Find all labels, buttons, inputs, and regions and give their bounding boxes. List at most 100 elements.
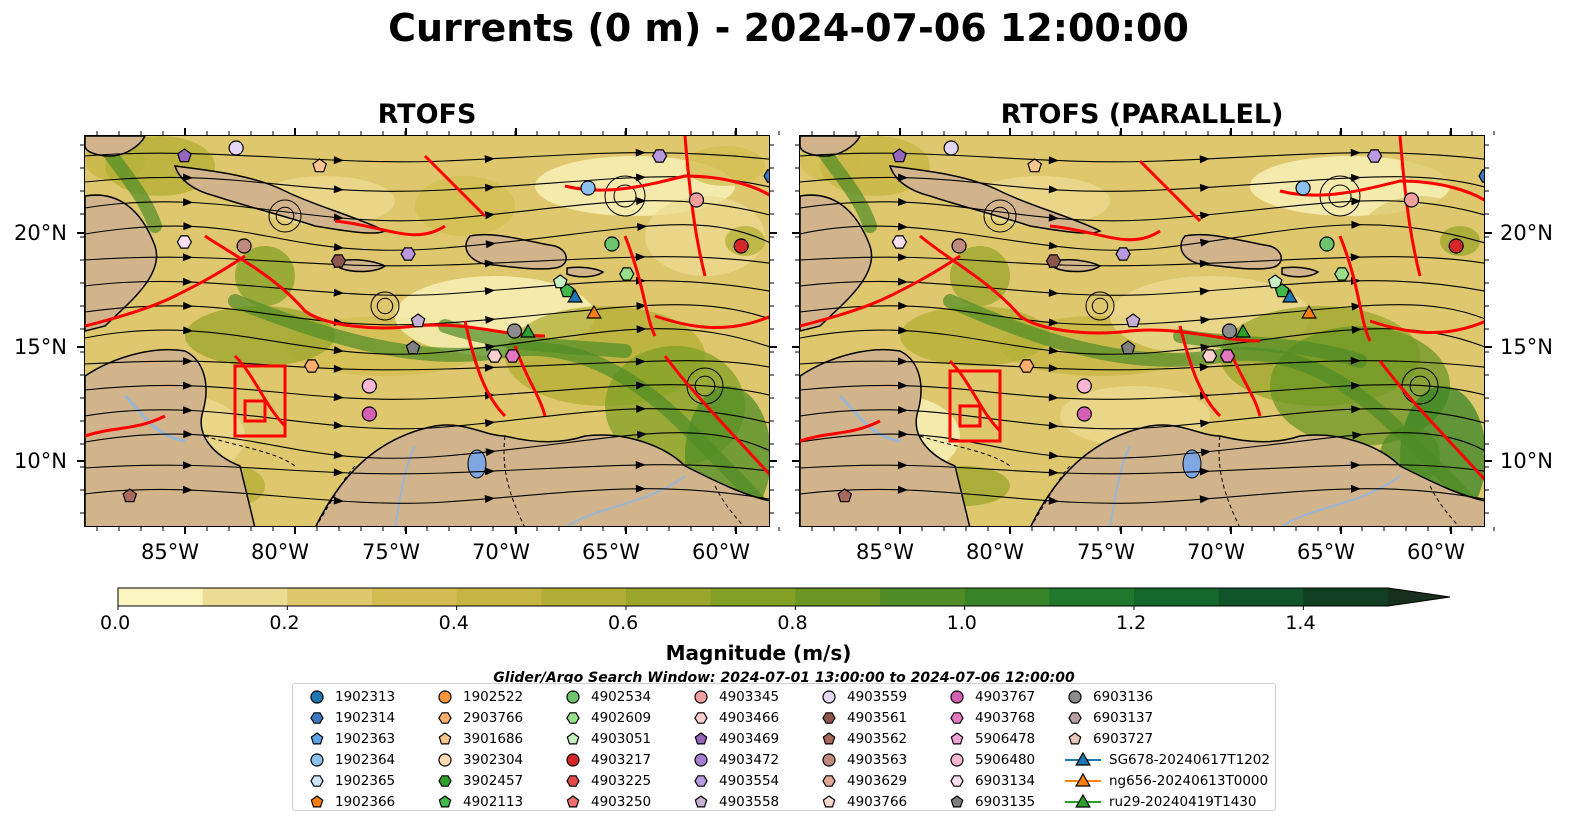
legend-marker [1068, 712, 1082, 724]
legend-item: 1902363 [305, 729, 395, 749]
streamline-arrow [897, 277, 908, 286]
streamline-arrow [1048, 364, 1059, 373]
legend-marker [950, 795, 964, 808]
glider-marker [586, 304, 602, 319]
lat-label-10n-left: 10°N [14, 449, 67, 473]
colorbar-segment [1134, 588, 1220, 606]
lon-label-80w-left: 80°W [251, 540, 309, 564]
float-marker [506, 323, 523, 339]
legend-marker-circle-icon [1068, 690, 1082, 704]
legend-item: 5906480 [945, 750, 1035, 770]
legend-label: 4903562 [847, 731, 908, 747]
legend-marker-circle-icon [310, 690, 324, 704]
legend-marker [438, 775, 452, 787]
legend-marker-hexagon-icon [950, 775, 964, 787]
legend-marker [950, 712, 964, 724]
colorbar-segment [541, 588, 627, 606]
legend-marker-circle-icon [694, 690, 708, 704]
legend-marker [566, 732, 580, 745]
streamline-arrow [182, 173, 194, 182]
streamline-arrow [485, 448, 496, 457]
streamline [800, 432, 1484, 459]
panel-title-rtofs-parallel: RTOFS (PARALLEL) [1000, 99, 1284, 130]
legend-item: 4903472 [689, 750, 779, 770]
legend-marker [694, 795, 708, 808]
glider-marker [567, 288, 583, 303]
colorbar-tick-label: 0.8 [777, 612, 808, 634]
land-mass [1281, 266, 1320, 278]
float-marker [1045, 254, 1062, 268]
eez-boundary [1279, 179, 1484, 202]
legend-marker [438, 795, 452, 808]
country-border [1218, 435, 1240, 526]
legend-marker-pentagon-icon [438, 732, 452, 745]
eez-boundary [334, 219, 446, 237]
float-marker [1027, 158, 1043, 173]
streamline [800, 488, 1484, 504]
streamline-arrow [1048, 288, 1059, 297]
river [394, 445, 416, 526]
streamline-arrow [183, 301, 194, 310]
legend-marker-circle-icon [310, 753, 324, 767]
legend-marker-pentagon-icon [310, 795, 324, 808]
legend-marker-pentagon-icon [822, 795, 836, 808]
float-marker [1334, 267, 1350, 281]
colorbar-outline [117, 587, 1451, 607]
legend-marker-hexagon-icon [822, 775, 836, 787]
streamline-arrow [897, 253, 908, 262]
legend-item: 1902364 [305, 750, 395, 770]
float-marker [951, 238, 967, 254]
search-window-text: Glider/Argo Search Window: 2024-07-01 13… [493, 670, 1075, 686]
legend-marker-circle-icon [822, 690, 836, 704]
streamline-arrow [182, 381, 194, 390]
currents-map-rtofs-parallel [800, 136, 1484, 526]
float-marker [176, 235, 193, 249]
colorbar-segment [372, 588, 458, 606]
streamline-arrow [1048, 241, 1059, 250]
streamline-arrow [635, 148, 646, 157]
float-marker [122, 488, 138, 503]
eddy [376, 297, 394, 315]
streamline-arrow [333, 156, 344, 165]
river [123, 394, 186, 443]
legend-marker-hexagon-icon [310, 775, 324, 787]
streamline-arrow [484, 467, 495, 476]
streamline [800, 384, 1484, 400]
river [566, 475, 686, 526]
float-marker [1267, 274, 1283, 289]
streamline-arrow [1350, 356, 1361, 365]
streamline-arrow [182, 406, 194, 415]
float-marker [1366, 149, 1383, 163]
streamline-arrow [637, 222, 648, 231]
legend-label: 4903250 [591, 794, 652, 810]
streamline [85, 328, 769, 355]
lat-label-20n-left: 20°N [14, 221, 67, 245]
float-marker [1201, 349, 1218, 363]
legend-label: 4903558 [719, 794, 780, 810]
legend-marker-circle-icon [694, 753, 708, 767]
land-mass [85, 136, 146, 157]
colorbar-segment [1218, 588, 1304, 606]
eez-boundary [1369, 319, 1484, 335]
legend-label: 4903217 [591, 752, 652, 768]
float-marker [236, 238, 252, 254]
lon-label-75w-right: 75°W [1077, 540, 1135, 564]
float-marker [1115, 247, 1131, 261]
streamline-arrow [897, 461, 908, 470]
legend-marker-hexagon-icon [950, 712, 964, 724]
legend-label: ru29-20240419T1430 [1109, 794, 1257, 810]
streamline-arrow [182, 326, 194, 335]
eez-boundary [1378, 360, 1484, 482]
glider-marker [520, 323, 536, 338]
float-marker [763, 169, 769, 183]
eez-boundary [243, 399, 267, 423]
legend-marker-hexagon-icon [1068, 712, 1082, 724]
float-marker [1019, 359, 1035, 373]
currents-map-rtofs [85, 136, 769, 526]
float-marker [619, 267, 635, 281]
streamline-arrow [897, 406, 909, 415]
colorbar-segment [202, 588, 288, 606]
legend-marker [566, 753, 580, 767]
streamline-arrow [1352, 431, 1363, 440]
